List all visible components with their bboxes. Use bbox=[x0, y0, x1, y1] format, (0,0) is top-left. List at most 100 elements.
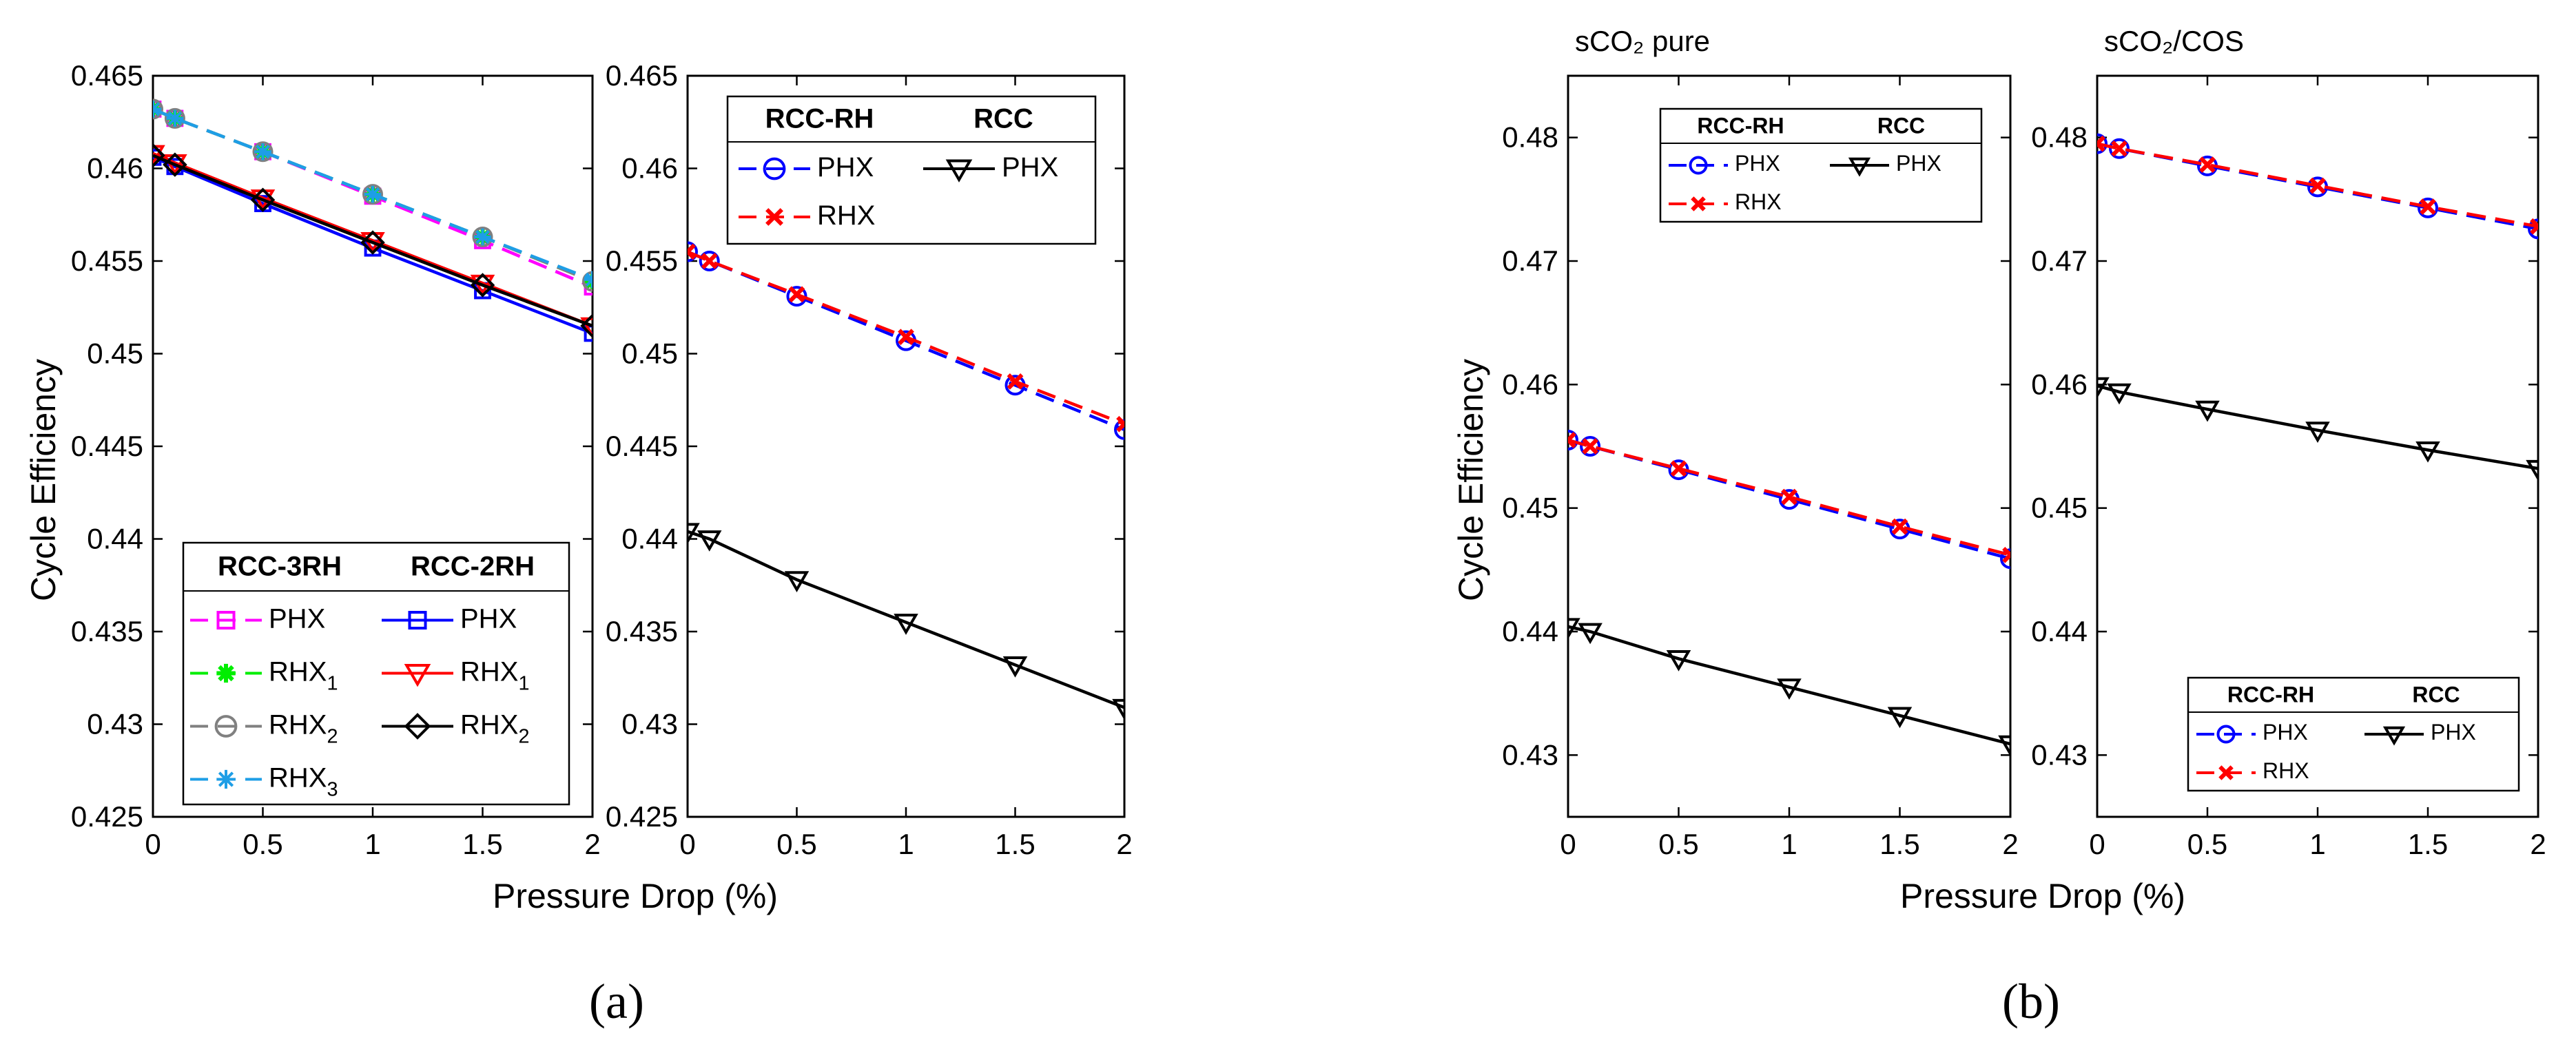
marker-triangle bbox=[2107, 383, 2132, 405]
data-point bbox=[688, 523, 700, 545]
x-tick-label: 1.5 bbox=[2408, 828, 2448, 860]
marker-circle bbox=[699, 251, 720, 271]
series-line bbox=[1568, 625, 2010, 746]
legend-entry-subscript: 2 bbox=[327, 725, 338, 747]
data-point bbox=[1781, 488, 1797, 506]
data-point bbox=[580, 313, 593, 338]
data-point bbox=[688, 243, 696, 260]
marker-diamond bbox=[404, 713, 431, 740]
y-tick-label: 0.445 bbox=[71, 430, 143, 462]
data-point bbox=[697, 530, 722, 552]
data-point bbox=[252, 141, 274, 163]
data-point bbox=[472, 227, 493, 248]
x-tick-label: 0 bbox=[2089, 828, 2105, 860]
data-point bbox=[2305, 422, 2330, 443]
legend-entry-label: RHX bbox=[1735, 189, 1782, 214]
x-tick-label: 2 bbox=[2530, 828, 2546, 860]
data-point bbox=[1116, 415, 1124, 433]
legend-header: RCC bbox=[973, 104, 1033, 134]
marker-circle bbox=[164, 107, 185, 129]
legend-entry: PHX bbox=[2196, 720, 2308, 745]
legend: RCC-RH RCC PHX PHX RHX bbox=[726, 95, 1097, 245]
legend-entry: RHX2 bbox=[190, 709, 338, 747]
legend-entry-label: PHX bbox=[1735, 151, 1780, 176]
legend-entry-label: RHX bbox=[817, 200, 875, 231]
legend-entry-name: PHX bbox=[269, 603, 325, 634]
series-RCC-RH-RHX bbox=[2097, 135, 2538, 235]
data-point bbox=[699, 251, 720, 271]
marker-triangle bbox=[153, 145, 165, 167]
marker-x bbox=[2530, 218, 2538, 235]
sublabel-b: (b) bbox=[2002, 974, 2060, 1029]
legend-entry-label: PHX bbox=[2431, 720, 2476, 745]
legend-entry: RHX bbox=[1669, 189, 1782, 214]
legend-header: RCC-RH bbox=[2227, 682, 2314, 707]
data-point bbox=[2195, 400, 2220, 422]
marker-triangle bbox=[1777, 678, 1802, 700]
data-point bbox=[580, 317, 593, 339]
marker-circle bbox=[763, 157, 786, 180]
marker-diamond bbox=[250, 187, 276, 213]
y-tick-label: 0.43 bbox=[87, 708, 143, 740]
marker-triangle bbox=[1998, 735, 2010, 757]
sublabel-a: (a) bbox=[589, 974, 644, 1029]
xlabel-b: Pressure Drop (%) bbox=[1900, 877, 2185, 915]
y-tick-label: 0.43 bbox=[1502, 738, 1558, 771]
panel-title: sCO₂/COS bbox=[2104, 25, 2244, 57]
data-point bbox=[153, 98, 163, 120]
legend-entry: PHX bbox=[1830, 151, 1941, 177]
data-point bbox=[1887, 707, 1913, 729]
legend-entry-label: PHX bbox=[460, 603, 517, 634]
data-point bbox=[1002, 656, 1028, 678]
marker-triangle bbox=[1112, 698, 1124, 720]
legend-header: RCC bbox=[2412, 682, 2460, 707]
y-tick-label: 0.465 bbox=[71, 59, 143, 92]
y-tick-label: 0.44 bbox=[1502, 615, 1558, 647]
marker-triangle bbox=[1002, 656, 1028, 678]
marker-asterisk bbox=[364, 185, 382, 203]
y-tick-label: 0.455 bbox=[71, 244, 143, 277]
data-point bbox=[894, 614, 918, 635]
legend-entry-label: PHX bbox=[269, 603, 325, 634]
data-point bbox=[360, 230, 385, 255]
legend-entry-subscript: 2 bbox=[518, 725, 529, 747]
legend-entry: PHX bbox=[1669, 151, 1780, 176]
marker-asterisk bbox=[216, 769, 236, 789]
marker-triangle bbox=[1568, 618, 1580, 640]
y-tick-label: 0.455 bbox=[606, 244, 678, 277]
chart-panel-a-right: 0 0.5 1 1.5 2 0.425 0.43 0.435 0.44 0.445 0.45 0.45… bbox=[606, 59, 1133, 860]
marker-circle bbox=[1580, 436, 1601, 457]
marker-triangle bbox=[688, 523, 700, 545]
marker-x bbox=[1670, 460, 1687, 477]
marker-x bbox=[2309, 177, 2326, 194]
data-point bbox=[1112, 698, 1124, 720]
legend-entry-label: RHX1 bbox=[460, 656, 529, 694]
data-point bbox=[584, 271, 593, 289]
data-point bbox=[153, 143, 165, 168]
data-point bbox=[1998, 735, 2010, 757]
legend-entry-label: RHX1 bbox=[269, 656, 338, 694]
series-RCC-3RH-RHX3 bbox=[153, 101, 593, 289]
data-point bbox=[2097, 133, 2108, 154]
legend-entry: RHX bbox=[2196, 758, 2309, 783]
marker-triangle bbox=[1848, 157, 1871, 177]
legend-entry-name: RHX bbox=[269, 762, 327, 793]
marker-circle bbox=[2418, 197, 2438, 218]
legend-entry: PHX bbox=[382, 603, 517, 634]
marker-triangle bbox=[894, 614, 918, 635]
data-point bbox=[2309, 177, 2326, 194]
data-point bbox=[166, 110, 184, 127]
legend-entry: RHX bbox=[739, 200, 875, 231]
legend-entry-subscript: 3 bbox=[327, 778, 338, 800]
legend-header: RCC-2RH bbox=[411, 552, 535, 582]
y-tick-label: 0.465 bbox=[606, 59, 678, 92]
legend-entry-name: RHX bbox=[269, 709, 327, 740]
marker-circle bbox=[252, 141, 274, 163]
data-point bbox=[688, 241, 698, 262]
data-point bbox=[164, 107, 185, 129]
marker-x bbox=[2002, 546, 2010, 563]
marker-triangle bbox=[2097, 377, 2110, 399]
y-tick-label: 0.48 bbox=[1502, 121, 1558, 154]
data-point bbox=[163, 152, 187, 177]
